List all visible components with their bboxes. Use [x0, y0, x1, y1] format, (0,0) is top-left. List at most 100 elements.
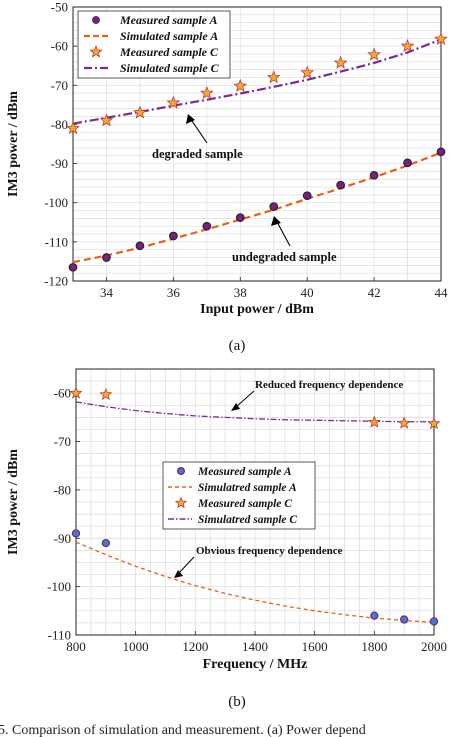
panel-a-measured-a-point [102, 253, 111, 262]
panel-a-arrow-degraded [189, 117, 208, 144]
y-tick-label: -70 [51, 78, 68, 93]
panel-b-legend-box [162, 461, 316, 530]
panel-a-series [66, 31, 448, 272]
panel-b-measured-c-point [99, 387, 113, 401]
y-tick-label: -60 [54, 386, 71, 401]
y-tick-label: -120 [44, 274, 68, 289]
panel-a-arrowhead-degraded [186, 114, 195, 124]
panel-a-measured-c-point [300, 65, 315, 79]
panel-b-measured-c-point [397, 416, 411, 429]
x-tick-label: 2000 [421, 639, 447, 654]
x-tick-label: 1400 [242, 639, 268, 654]
panel-b-measured-c-point [69, 386, 83, 399]
panel-b: 800 1000 1200 1400 1600 1800 2000 -110 -100 -90 -8… [6, 368, 447, 710]
panel-a-annotation-degraded: degraded sample [152, 147, 243, 161]
panel-a-measured-a-point [169, 231, 178, 241]
panel-a-measured-c-point [199, 85, 214, 99]
panel-a-measured-c-point [233, 78, 248, 92]
legend-a-measured-c-marker [89, 45, 103, 58]
figure-caption: 5. Comparison of simulation and measurem… [0, 723, 366, 737]
panel-b-ticks: 800 1000 1200 1400 1600 1800 2000 -110 -100 -90 -8… [47, 386, 447, 654]
panel-a-frame [72, 6, 442, 282]
y-tick-label: -110 [45, 234, 68, 249]
y-tick-label: -110 [48, 628, 71, 643]
panel-b-ylabel: IM3 power / dBm [6, 449, 21, 555]
y-tick-label: -90 [51, 156, 68, 171]
panel-b-arrowhead-obvious [174, 570, 183, 578]
panel-b-measured-a-point [400, 615, 409, 624]
panel-a-arrow-undegraded [275, 219, 291, 247]
panel-b-grid [75, 368, 435, 636]
panel-b-measured-a-point [71, 529, 81, 538]
x-tick-label: 42 [368, 285, 381, 300]
panel-a: 34 36 38 40 42 44-120-110-100-90-80-70-60-50 … [6, 0, 448, 354]
panel-b-measured-c-point [367, 415, 381, 428]
y-tick-label: -100 [47, 579, 71, 594]
legend-b-measured-a-marker [177, 467, 186, 476]
legend-b-measured-c-marker [174, 496, 188, 509]
panel-b-measured-a-point [429, 617, 439, 626]
x-tick-label: 38 [234, 285, 247, 300]
x-tick-label: 44 [435, 285, 449, 300]
panel-b-measured-a-point [370, 611, 379, 620]
y-tick-label: -90 [54, 531, 71, 546]
panel-a-arrowhead-undegraded [271, 216, 281, 226]
panel-a-measured-c-point [367, 47, 381, 61]
panel-a-measured-a-point [135, 241, 145, 251]
panel-a-measured-a-point [369, 170, 379, 180]
panel-a-xlabel: Input power / dBm [200, 302, 314, 317]
panel-a-measured-a-point [202, 221, 212, 231]
panel-a-legend: Measured sample A Simulated sample A Mea… [77, 10, 231, 79]
legend-b-simulated-a: Simulatred sample A [198, 482, 297, 494]
x-tick-label: 1200 [182, 639, 208, 654]
legend-a-measured-a-marker [92, 16, 100, 24]
panel-b-legend: Measured sample A Simulatred sample A Me… [162, 461, 316, 530]
panel-b-measured-c-point [427, 416, 441, 430]
panel-a-measured-a-point [336, 180, 345, 190]
x-tick-label: 34 [100, 285, 114, 300]
panel-a-measured-a-point [403, 158, 412, 168]
panel-a-measured-c-point [99, 113, 114, 127]
panel-a-measured-a-point [269, 202, 279, 211]
x-tick-label: 1800 [361, 639, 387, 654]
legend-b-measured-a: Measured sample A [197, 466, 292, 478]
legend-b-measured-c: Measured sample C [197, 498, 292, 510]
y-tick-label: -50 [51, 0, 68, 15]
y-tick-label: -100 [44, 195, 68, 210]
panel-b-label: (b) [228, 694, 246, 710]
panel-a-measured-a-point [235, 213, 245, 222]
panel-b-arrowhead-reduced [231, 403, 240, 411]
legend-a-measured-a: Measured sample A [119, 13, 218, 27]
y-tick-label: -80 [51, 117, 68, 132]
panel-a-measured-c-point [333, 55, 348, 69]
panel-a-measured-c-point [434, 31, 448, 45]
panel-a-measured-a-point [436, 147, 446, 157]
x-tick-label: 36 [167, 285, 181, 300]
panel-a-legend-box [77, 10, 231, 79]
x-tick-label: 1600 [302, 639, 328, 654]
panel-a-measured-c-point [133, 105, 147, 119]
panel-b-annotation-reduced: Reduced frequency dependence [255, 379, 403, 391]
panel-b-arrow-reduced [235, 390, 255, 408]
x-tick-label: 40 [301, 285, 314, 300]
panel-a-ticks: 34 36 38 40 42 44 -120 -110 -100 -90 -80 -70 -60 -50 [44, 0, 448, 300]
panel-b-series [69, 386, 441, 626]
panel-a-label: (a) [229, 338, 246, 354]
panel-a-series-line-1 [72, 151, 442, 264]
panel-a-series-line-3 [72, 38, 442, 125]
legend-a-simulated-c: Simulated sample C [120, 61, 220, 75]
panel-b-measured-a-point [101, 538, 110, 548]
panel-a-measured-c-point [166, 95, 181, 109]
panel-a-measured-a-point [68, 262, 78, 272]
panel-b-arrow-obvious [177, 556, 195, 575]
panel-a-annotation-undegraded: undegraded sample [232, 250, 337, 264]
legend-b-simulated-c: Simulatred sample C [198, 514, 297, 526]
legend-a-simulated-a: Simulated sample A [120, 29, 218, 43]
panel-a-measured-c-point [266, 70, 281, 84]
x-tick-label: 1000 [123, 639, 149, 654]
panel-a-measured-c-point [66, 121, 80, 135]
panel-a-ylabel: IM3 power / dBm [6, 91, 21, 197]
panel-a-measured-a-point [302, 191, 312, 201]
legend-a-measured-c: Measured sample C [119, 45, 219, 59]
